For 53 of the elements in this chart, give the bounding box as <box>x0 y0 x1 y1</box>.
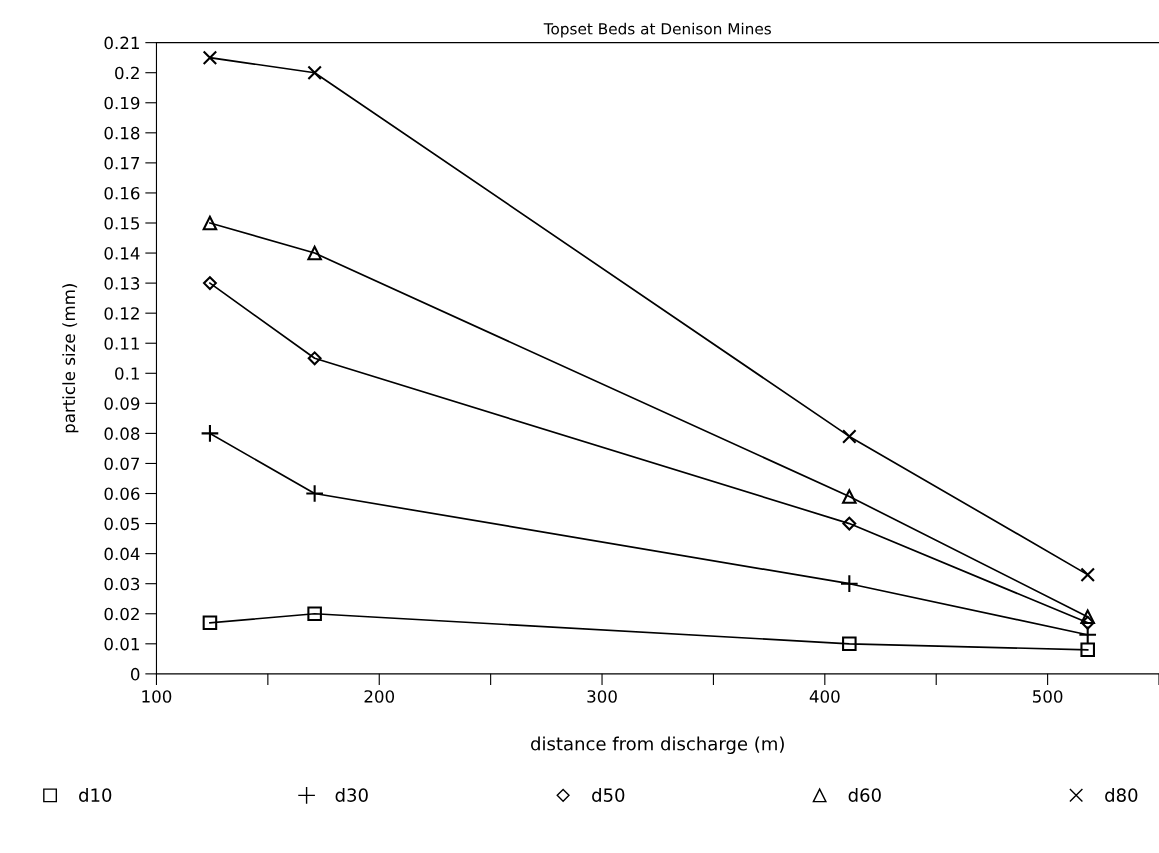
x-axis-title: distance from discharge (m) <box>531 736 784 754</box>
point <box>202 50 218 65</box>
point <box>202 215 218 231</box>
legend-label: d60 <box>848 787 881 802</box>
point <box>839 574 859 594</box>
y-tick-label: 0.01 <box>104 637 139 651</box>
point <box>842 429 857 444</box>
x-tick-label: 300 <box>587 690 617 703</box>
point <box>202 615 218 631</box>
y-tick-label: 0.1 <box>115 367 139 380</box>
point <box>307 351 322 366</box>
y-tick-label: 0.12 <box>104 307 139 320</box>
x-tick-label: 200 <box>364 690 395 703</box>
y-tick-label: 0.13 <box>104 277 140 290</box>
point <box>1080 642 1095 658</box>
y-tick-label: 0.04 <box>104 547 140 561</box>
y-tick-label: 0.08 <box>104 427 140 440</box>
y-tick-label: 0.18 <box>104 126 140 140</box>
y-tick-label: 0.06 <box>104 487 140 501</box>
y-tick-label: 0.16 <box>104 186 140 200</box>
legend-label: d80 <box>1105 787 1138 802</box>
y-tick-label: 0.07 <box>104 457 140 471</box>
legend-label: d50 <box>592 787 625 802</box>
point <box>842 516 857 531</box>
y-axis-title: particle size (mm) <box>62 284 79 433</box>
point <box>203 276 217 291</box>
y-tick-label: 0.17 <box>104 156 140 170</box>
y-tick-label: 0.11 <box>104 337 139 350</box>
point <box>307 65 322 80</box>
y-tick-label: 0.19 <box>104 96 140 110</box>
point <box>200 424 220 443</box>
y-tick-label: 0.15 <box>104 216 140 230</box>
y-tick-label: 0.14 <box>104 247 140 260</box>
point <box>842 489 857 504</box>
point <box>1080 609 1095 625</box>
point <box>1080 567 1095 582</box>
y-tick-label: 0.05 <box>104 517 140 531</box>
point <box>305 484 325 503</box>
y-tick-label: 0 <box>130 667 140 681</box>
legend-label: d10 <box>79 787 112 802</box>
x-tick-label: 500 <box>1032 690 1063 703</box>
y-tick-label: 0.09 <box>104 397 140 410</box>
point <box>307 245 322 261</box>
y-tick-label: 0.02 <box>104 607 139 621</box>
chart-title: Topset Beds at Denison Mines <box>543 22 771 38</box>
y-tick-label: 0.21 <box>104 36 139 50</box>
y-tick-label: 0.03 <box>104 577 140 591</box>
point <box>307 606 322 622</box>
x-tick-label: 400 <box>809 690 840 703</box>
y-tick-label: 0.2 <box>115 66 139 80</box>
x-tick-label: 100 <box>142 690 172 703</box>
legend-label: d30 <box>335 787 368 802</box>
point <box>842 636 857 652</box>
